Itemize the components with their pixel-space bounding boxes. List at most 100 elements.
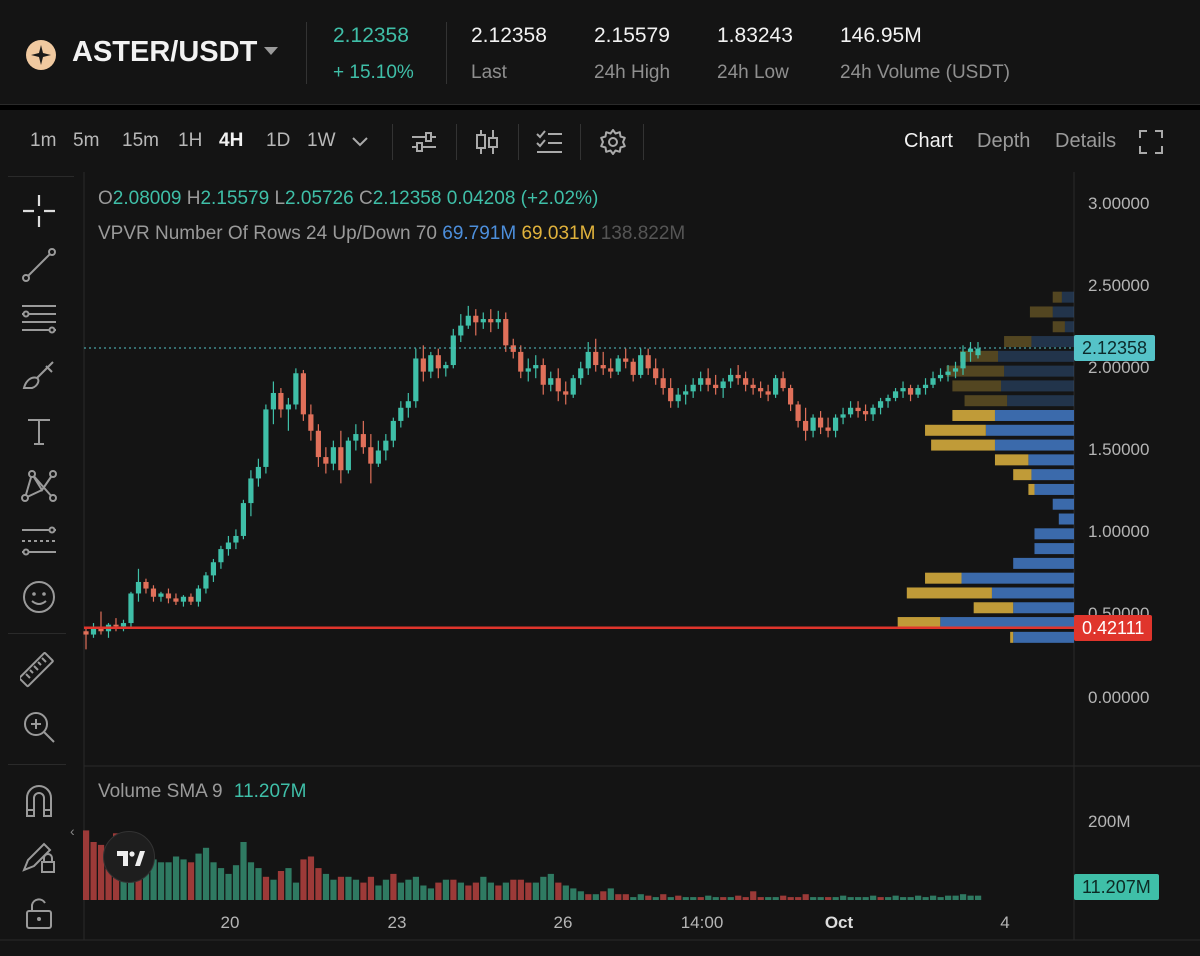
candle-body xyxy=(570,378,576,395)
divider xyxy=(8,764,66,765)
tab-details[interactable]: Details xyxy=(1055,130,1117,152)
volume-bar xyxy=(97,844,105,900)
volume-bar xyxy=(457,882,464,900)
candle-body xyxy=(338,447,344,471)
lock-draw-icon[interactable] xyxy=(20,838,58,876)
stat-high-value: 2.15579 xyxy=(594,24,670,47)
candle-body xyxy=(548,378,554,385)
volume-bar xyxy=(337,876,345,900)
chevron-down-icon[interactable] xyxy=(264,47,278,55)
timeframe-15m[interactable]: 15m xyxy=(122,130,159,151)
volume-bar xyxy=(645,895,652,900)
candle-body xyxy=(578,368,584,379)
timeframe-1m[interactable]: 1m xyxy=(30,130,57,151)
pattern-icon[interactable] xyxy=(20,466,58,504)
emoji-icon[interactable] xyxy=(20,578,58,616)
candle-body xyxy=(967,348,974,352)
candle-body xyxy=(832,417,839,431)
candle-body xyxy=(877,401,884,408)
candle-body xyxy=(465,315,471,326)
candle-body xyxy=(630,361,636,375)
volume-bar xyxy=(705,895,712,900)
volume-bar xyxy=(630,897,637,900)
compare-icon[interactable] xyxy=(534,128,564,156)
candle-body xyxy=(840,414,846,418)
volume-bar xyxy=(585,894,592,900)
volume-bar xyxy=(900,897,907,900)
volume-bar xyxy=(922,897,929,900)
text-icon[interactable] xyxy=(20,412,58,450)
candle-body xyxy=(98,627,104,632)
ruler-icon[interactable] xyxy=(18,652,58,690)
magnet-icon[interactable] xyxy=(20,782,58,820)
crosshair-icon[interactable] xyxy=(20,192,58,230)
candle-body xyxy=(398,407,404,421)
fib-lines-icon[interactable] xyxy=(20,300,58,338)
volume-profile-down-bar xyxy=(925,572,962,584)
volume-profile-up-bar xyxy=(994,409,1074,421)
symbol-selector[interactable]: ASTER/USDT xyxy=(72,36,258,68)
volume-profile-up-bar xyxy=(991,587,1074,599)
lock-icon[interactable] xyxy=(20,894,58,932)
volume-bar xyxy=(382,879,390,900)
volume-profile-up-bar xyxy=(961,572,1074,584)
stat-high-label: 24h High xyxy=(594,62,671,83)
volume-bar xyxy=(772,897,779,900)
candle-body xyxy=(802,420,809,431)
timeframe-1d[interactable]: 1D xyxy=(266,130,291,151)
timeframe-1w[interactable]: 1W xyxy=(307,130,336,151)
timeframe-1h[interactable]: 1H xyxy=(178,130,203,151)
volume-profile-up-bar xyxy=(1001,380,1074,392)
open-label: O xyxy=(98,188,113,209)
chevron-down-icon[interactable] xyxy=(350,134,370,148)
volume-bar xyxy=(660,894,667,900)
tab-depth[interactable]: Depth xyxy=(977,130,1031,152)
timeframe-5m[interactable]: 5m xyxy=(73,130,100,151)
volume-bar xyxy=(742,897,749,900)
tradingview-logo[interactable] xyxy=(103,831,155,883)
volume-bar xyxy=(285,868,292,900)
volume-bar xyxy=(90,842,97,900)
forecast-icon[interactable] xyxy=(20,522,58,560)
brush-icon[interactable] xyxy=(20,356,58,394)
indicators-icon[interactable] xyxy=(409,128,439,156)
volume-bar xyxy=(577,891,584,900)
volume-bar xyxy=(255,868,262,900)
volume-bar xyxy=(262,876,270,900)
timeframe-4h[interactable]: 4H xyxy=(219,130,244,151)
candle-body xyxy=(585,351,591,369)
candle-body xyxy=(960,351,966,369)
candle-body xyxy=(892,391,899,398)
chart-panel xyxy=(0,110,1200,956)
candle-body xyxy=(623,358,629,362)
candle-body xyxy=(780,378,786,389)
volume-bar xyxy=(960,894,967,900)
candle-body xyxy=(308,414,314,431)
volume-bar xyxy=(592,894,599,900)
volume-sma-value: 11.207M xyxy=(233,781,307,802)
zoom-in-icon[interactable] xyxy=(20,708,58,746)
candle-body xyxy=(248,478,254,504)
divider xyxy=(518,124,519,160)
volume-bar xyxy=(975,895,982,900)
candle-body xyxy=(593,351,599,366)
change-value: 0.04208 (+2.02%) xyxy=(446,188,599,209)
candle-body xyxy=(907,388,914,395)
candle-body xyxy=(698,378,704,385)
close-value: 2.12358 xyxy=(372,188,442,209)
time-tick: 26 xyxy=(553,913,573,932)
candle-body xyxy=(765,391,771,395)
fullscreen-icon[interactable] xyxy=(1138,129,1164,155)
trendline-icon[interactable] xyxy=(20,246,58,284)
candle-body xyxy=(225,542,232,550)
candle-type-icon[interactable] xyxy=(473,127,501,157)
volume-profile-down-bar xyxy=(952,380,1002,392)
collapse-arrow-icon[interactable]: ‹ xyxy=(70,823,75,839)
price-change: + 15.10% xyxy=(333,62,414,83)
settings-icon[interactable] xyxy=(598,127,628,157)
candle-body xyxy=(90,627,97,635)
tab-chart[interactable]: Chart xyxy=(904,130,953,152)
volume-profile-down-bar xyxy=(973,602,1014,614)
candle-body xyxy=(533,365,539,369)
